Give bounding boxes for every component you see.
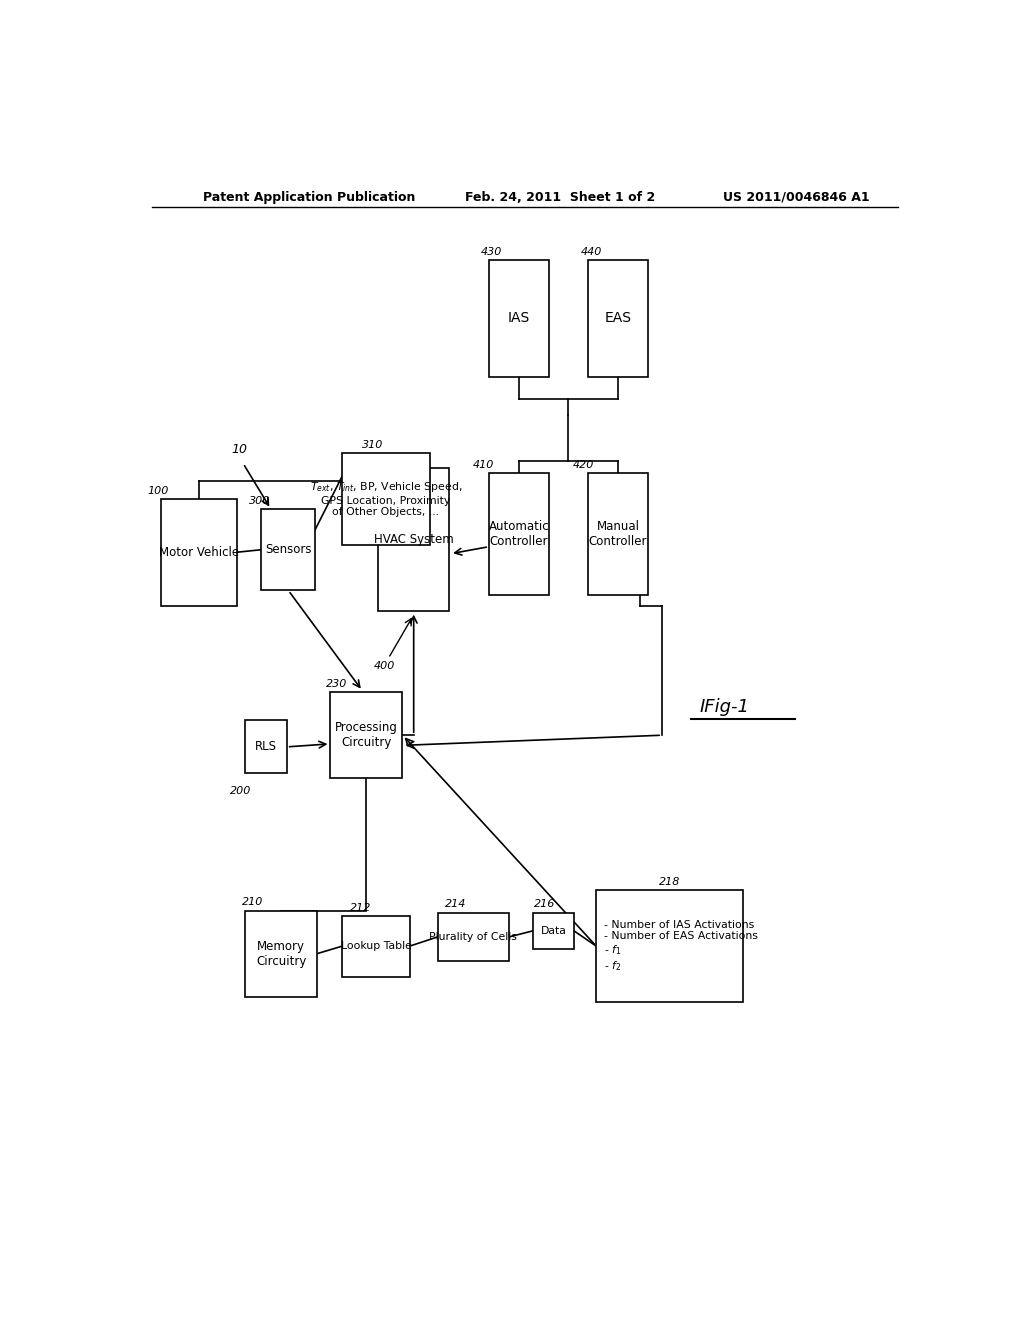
- Text: 200: 200: [229, 785, 251, 796]
- FancyBboxPatch shape: [261, 510, 315, 590]
- Text: IAS: IAS: [508, 312, 530, 326]
- FancyBboxPatch shape: [331, 692, 401, 779]
- Text: Data: Data: [541, 925, 566, 936]
- Text: EAS: EAS: [604, 312, 632, 326]
- Text: Processing
Circuitry: Processing Circuitry: [335, 721, 397, 750]
- FancyBboxPatch shape: [378, 469, 450, 611]
- Text: RLS: RLS: [255, 741, 278, 754]
- FancyBboxPatch shape: [532, 912, 574, 949]
- FancyBboxPatch shape: [489, 474, 549, 595]
- FancyBboxPatch shape: [588, 474, 648, 595]
- Text: 440: 440: [581, 247, 602, 257]
- Text: 100: 100: [147, 486, 168, 496]
- FancyBboxPatch shape: [342, 916, 410, 977]
- Text: 430: 430: [481, 247, 503, 257]
- Text: Patent Application Publication: Patent Application Publication: [204, 190, 416, 203]
- FancyBboxPatch shape: [246, 721, 287, 774]
- Text: 216: 216: [535, 899, 556, 909]
- Text: US 2011/0046846 A1: US 2011/0046846 A1: [723, 190, 869, 203]
- Text: 218: 218: [659, 876, 680, 887]
- Text: Lookup Table: Lookup Table: [341, 941, 412, 952]
- FancyBboxPatch shape: [596, 890, 743, 1002]
- Text: 210: 210: [242, 898, 263, 907]
- Text: Memory
Circuitry: Memory Circuitry: [256, 940, 306, 968]
- Text: 230: 230: [327, 678, 348, 689]
- FancyBboxPatch shape: [162, 499, 237, 606]
- FancyBboxPatch shape: [246, 911, 316, 997]
- Text: 10: 10: [231, 444, 247, 457]
- Text: 420: 420: [572, 461, 594, 470]
- Text: HVAC System: HVAC System: [374, 533, 454, 546]
- Text: 212: 212: [350, 903, 372, 912]
- FancyBboxPatch shape: [588, 260, 648, 378]
- Text: 214: 214: [445, 899, 467, 909]
- Text: Automatic
Controller: Automatic Controller: [488, 520, 549, 549]
- FancyBboxPatch shape: [489, 260, 549, 378]
- Text: IFig-1: IFig-1: [699, 698, 750, 717]
- FancyBboxPatch shape: [342, 453, 430, 545]
- Text: Feb. 24, 2011  Sheet 1 of 2: Feb. 24, 2011 Sheet 1 of 2: [465, 190, 655, 203]
- Text: Manual
Controller: Manual Controller: [589, 520, 647, 549]
- Text: 300: 300: [250, 496, 270, 506]
- Text: 410: 410: [473, 461, 495, 470]
- Text: Sensors: Sensors: [265, 544, 311, 556]
- Text: - Number of IAS Activations
- Number of EAS Activations
- $f_1$
- $f_2$: - Number of IAS Activations - Number of …: [604, 920, 758, 973]
- Text: 400: 400: [374, 660, 395, 671]
- FancyBboxPatch shape: [437, 912, 509, 961]
- Text: Motor Vehicle: Motor Vehicle: [159, 545, 239, 558]
- Text: Plurality of Cells: Plurality of Cells: [429, 932, 517, 942]
- Text: 310: 310: [362, 440, 383, 450]
- Text: $T_{ext}$, $T_{int}$, BP, Vehicle Speed,
GPS Location, Proximity
of Other Object: $T_{ext}$, $T_{int}$, BP, Vehicle Speed,…: [309, 480, 462, 517]
